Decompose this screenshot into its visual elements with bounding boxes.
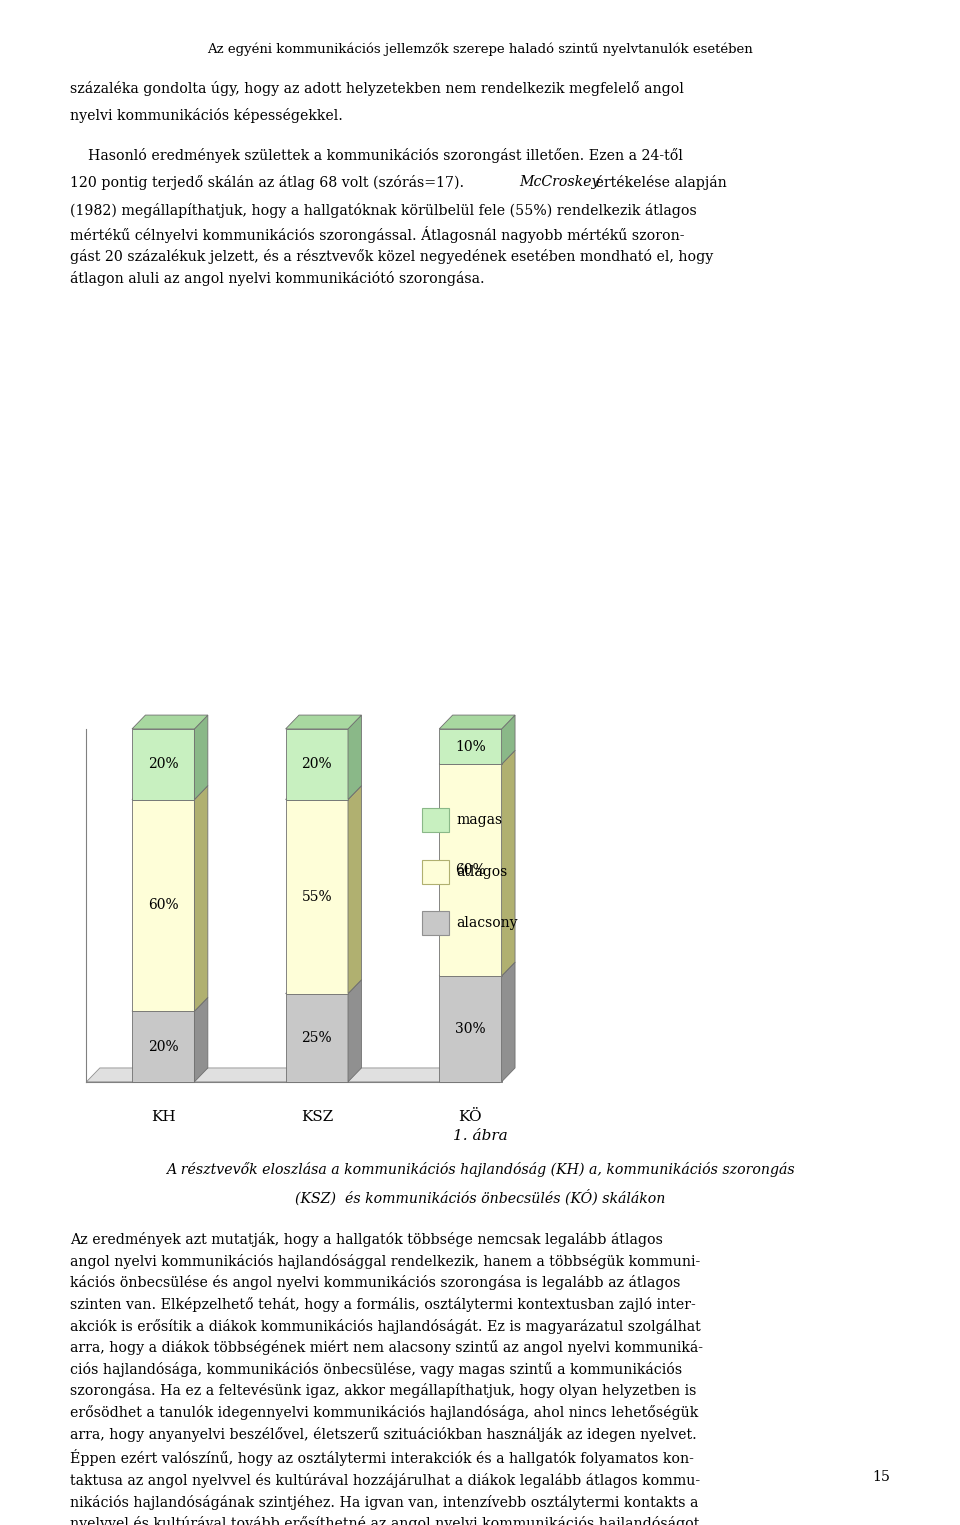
Polygon shape — [132, 1011, 194, 1081]
Polygon shape — [501, 715, 515, 764]
Text: (1982) megállapíthatjuk, hogy a hallgatóknak körülbelül fele (55%) rendelkezik á: (1982) megállapíthatjuk, hogy a hallgató… — [70, 203, 713, 285]
Polygon shape — [286, 994, 348, 1081]
Polygon shape — [439, 750, 515, 764]
Text: A résztvevők eloszlása a kommunikációs hajlandóság (KH) a, kommunikációs szorong: A résztvevők eloszlása a kommunikációs h… — [166, 1162, 794, 1177]
Polygon shape — [86, 1068, 513, 1081]
Text: Hasonló eredmények születtek a kommunikációs szorongást illetően. Ezen a 24-től: Hasonló eredmények születtek a kommuniká… — [70, 148, 683, 163]
Polygon shape — [348, 785, 361, 994]
Polygon shape — [286, 785, 361, 799]
Polygon shape — [422, 860, 448, 883]
Polygon shape — [501, 750, 515, 976]
Text: 120 pontig terjedő skálán az átlag 68 volt (szórás=17).: 120 pontig terjedő skálán az átlag 68 vo… — [70, 175, 468, 191]
Text: 60%: 60% — [148, 898, 179, 912]
Polygon shape — [194, 715, 207, 799]
Polygon shape — [439, 976, 501, 1081]
Text: 55%: 55% — [301, 889, 332, 904]
Text: 20%: 20% — [148, 1040, 179, 1054]
Text: alacsony: alacsony — [456, 917, 517, 930]
Text: átlagos: átlagos — [456, 865, 507, 880]
Text: McCroskey: McCroskey — [519, 175, 599, 189]
Text: 25%: 25% — [301, 1031, 332, 1045]
Text: nyelvi kommunikációs képességekkel.: nyelvi kommunikációs képességekkel. — [70, 108, 343, 124]
Polygon shape — [132, 785, 207, 799]
Polygon shape — [348, 715, 361, 799]
Polygon shape — [132, 729, 194, 799]
Polygon shape — [439, 764, 501, 976]
Polygon shape — [439, 962, 515, 976]
Text: 20%: 20% — [301, 758, 332, 772]
Polygon shape — [286, 799, 348, 994]
Polygon shape — [132, 997, 207, 1011]
Text: 30%: 30% — [455, 1022, 486, 1035]
Polygon shape — [286, 715, 361, 729]
Polygon shape — [439, 715, 515, 729]
Text: magas: magas — [456, 813, 502, 827]
Text: Az egyéni kommunikációs jellemzők szerepe haladó szintű nyelvtanulók esetében: Az egyéni kommunikációs jellemzők szerep… — [207, 43, 753, 56]
Polygon shape — [132, 799, 194, 1011]
Text: (KSZ)  és kommunikációs önbecsülés (KÓ) skálákon: (KSZ) és kommunikációs önbecsülés (KÓ) s… — [295, 1190, 665, 1206]
Text: 10%: 10% — [455, 740, 486, 753]
Polygon shape — [132, 715, 207, 729]
Polygon shape — [286, 979, 361, 994]
Polygon shape — [422, 912, 448, 935]
Text: KH: KH — [151, 1110, 176, 1124]
Polygon shape — [194, 997, 207, 1081]
Polygon shape — [439, 729, 501, 764]
Text: 15: 15 — [872, 1470, 890, 1484]
Text: KSZ: KSZ — [300, 1110, 333, 1124]
Polygon shape — [348, 979, 361, 1081]
Text: Az eredmények azt mutatják, hogy a hallgatók többsége nemcsak legalább átlagos
a: Az eredmények azt mutatják, hogy a hallg… — [70, 1232, 712, 1525]
Polygon shape — [286, 729, 348, 799]
Text: KÖ: KÖ — [459, 1110, 482, 1124]
Text: százaléka gondolta úgy, hogy az adott helyzetekben nem rendelkezik megfelelő ang: százaléka gondolta úgy, hogy az adott he… — [70, 81, 684, 96]
Polygon shape — [501, 962, 515, 1081]
Polygon shape — [194, 785, 207, 1011]
Polygon shape — [422, 808, 448, 833]
Text: 20%: 20% — [148, 758, 179, 772]
Text: 1. ábra: 1. ábra — [452, 1128, 508, 1142]
Text: értékelése alapján: értékelése alapján — [591, 175, 727, 191]
Text: 60%: 60% — [455, 863, 486, 877]
